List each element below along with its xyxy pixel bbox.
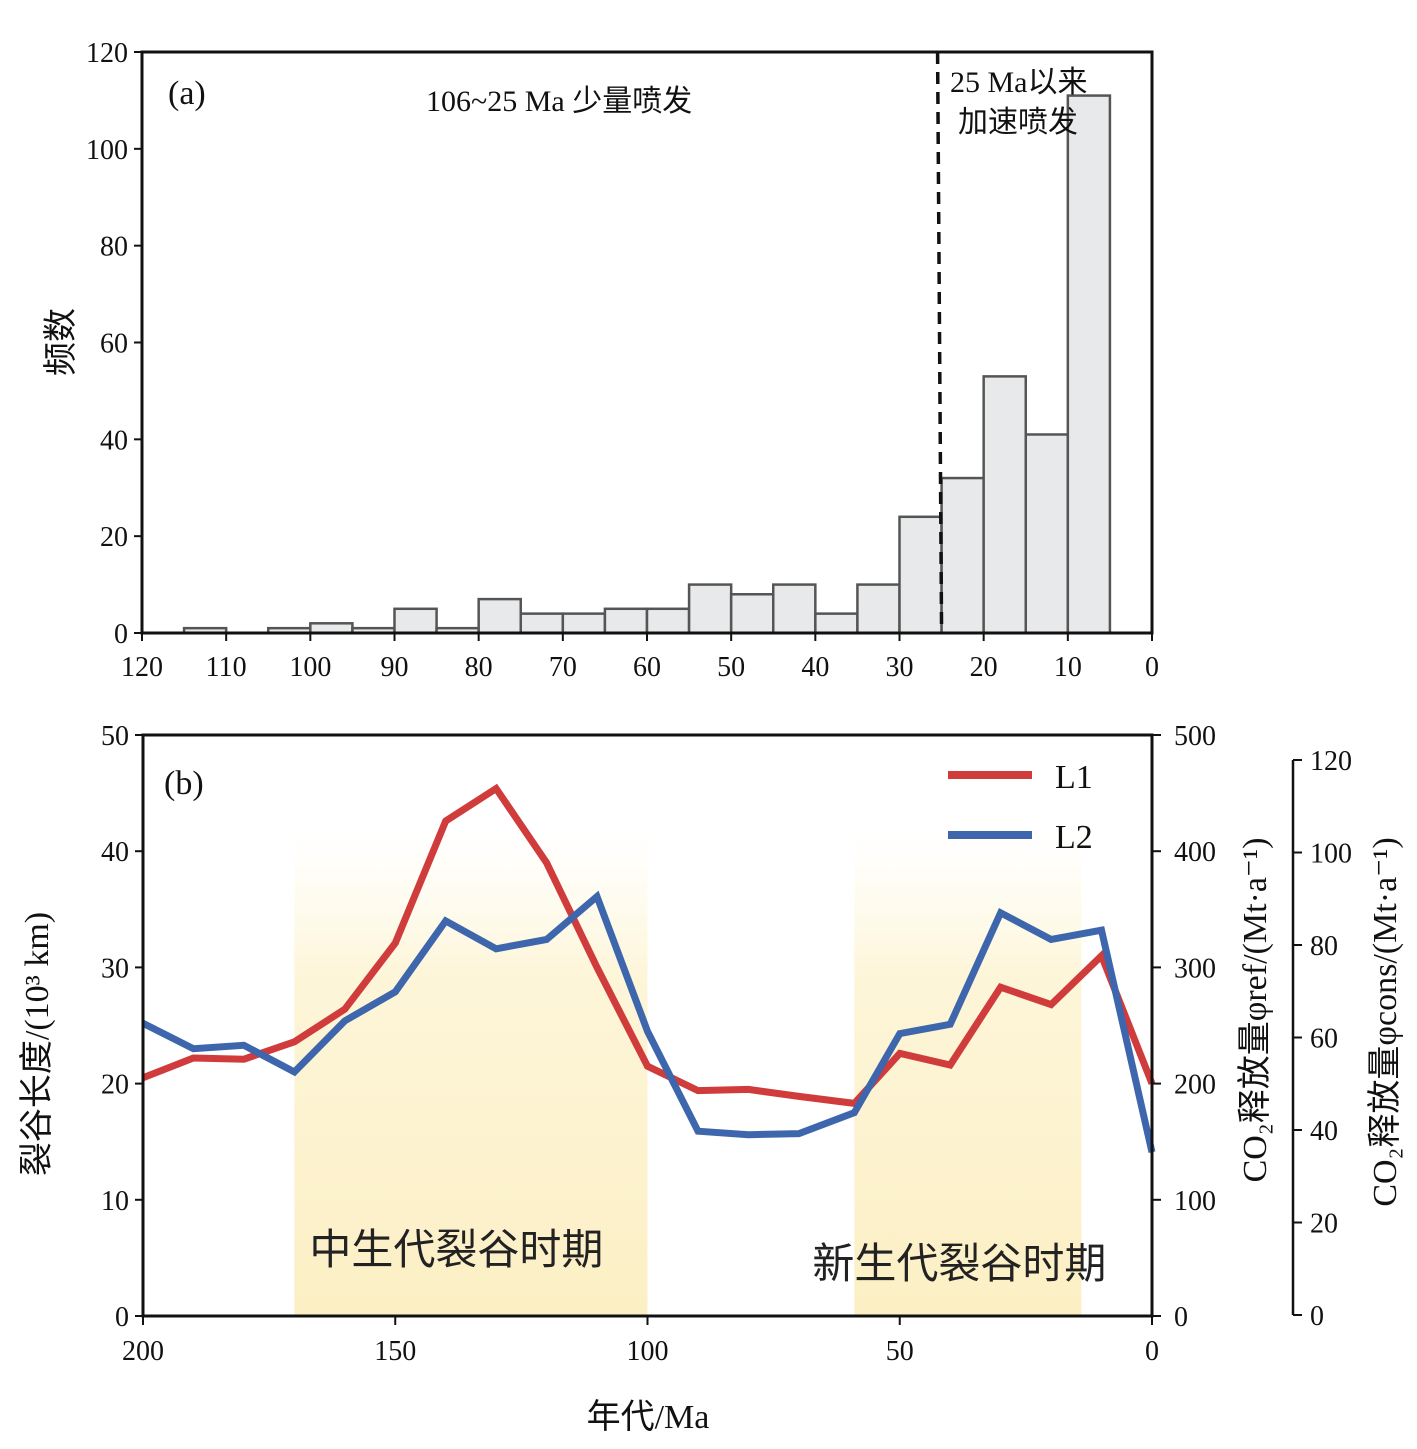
histogram-bar <box>856 583 901 635</box>
legend-label: L1 <box>1055 759 1093 796</box>
x-tick-label: 200 <box>122 1336 164 1367</box>
period-label: 新生代裂谷时期 <box>812 1242 1106 1288</box>
rift-period-shading: 中生代裂谷时期 新生代裂谷时期 <box>294 830 1106 1316</box>
line-left-y-axis-label: 裂谷长度/(10³ km) <box>18 912 56 1176</box>
x-tick-label: 120 <box>121 652 163 683</box>
period-shade <box>294 830 648 1316</box>
histogram-panel: 120 110 100 90 80 70 60 50 40 30 20 10 0 02040608010… <box>42 38 1159 683</box>
right2-tick-label: 20 <box>1310 1209 1338 1240</box>
series-line-L2 <box>141 890 1156 1153</box>
x-tick-label: 110 <box>206 652 247 683</box>
line-right-y-axis-label-phi-ref: CO₂释放量φref/(Mt·a⁻¹) <box>1236 838 1274 1183</box>
histogram-bar <box>898 515 943 635</box>
y-tick-label: 20 <box>101 1070 129 1101</box>
histogram-bar <box>772 583 817 635</box>
right1-tick-label: 300 <box>1174 953 1216 984</box>
histogram-bar <box>729 593 775 635</box>
x-tick-label: 20 <box>970 652 998 683</box>
y-tick-label: 10 <box>101 1186 129 1217</box>
histogram-bars <box>182 94 1112 635</box>
y-tick-label: 20 <box>100 522 128 553</box>
line-right-axis-phi-ref-ticks: 0 100 200 300 400 500 <box>1152 721 1216 1333</box>
right2-tick-label: 0 <box>1310 1301 1324 1332</box>
y-tick-label: 0 <box>114 619 128 650</box>
histogram-bar <box>603 607 649 635</box>
divider-25ma-dashed-line <box>935 51 944 634</box>
y-tick-label: 40 <box>101 837 129 868</box>
x-tick-label: 80 <box>465 652 493 683</box>
x-tick-label: 30 <box>886 652 914 683</box>
y-tick-label: 60 <box>100 329 128 360</box>
line-right-y-axis-label-phi-cons: CO₂释放量φcons/(Mt·a⁻¹) <box>1366 837 1404 1206</box>
histogram-y-axis-ticks: 0 20 40 60 80 100 120 <box>86 38 142 650</box>
x-tick-label: 150 <box>374 1336 416 1367</box>
right1-tick-label: 0 <box>1174 1302 1188 1333</box>
line-x-axis-ticks: 200 150 100 50 0 <box>122 1316 1159 1367</box>
annotation-accelerated-line1: 25 Ma以来 <box>950 66 1088 99</box>
histogram-y-axis-label: 频数 <box>42 308 80 376</box>
line-right-axis-phi-cons-ticks: 0 20 40 60 80 100 120 <box>1291 746 1352 1332</box>
y-tick-label: 40 <box>100 425 128 456</box>
histogram-bar <box>1024 433 1070 635</box>
x-tick-label: 60 <box>633 652 661 683</box>
x-tick-label: 50 <box>717 652 745 683</box>
series-line-L1 <box>141 783 1156 1108</box>
histogram-bar <box>393 607 438 635</box>
panel-b-label: (b) <box>164 765 204 802</box>
annotation-sparse-eruption: 106~25 Ma 少量喷发 <box>426 85 692 118</box>
x-tick-label: 90 <box>381 652 409 683</box>
right2-tick-label: 120 <box>1310 746 1352 777</box>
line-legend: L1 L2 <box>948 759 1093 856</box>
y-tick-label: 30 <box>101 953 129 984</box>
rift-length-lines <box>141 783 1156 1153</box>
right1-tick-label: 400 <box>1174 837 1216 868</box>
x-tick-label: 0 <box>1145 1336 1159 1367</box>
histogram-bar <box>940 476 985 635</box>
right1-tick-label: 100 <box>1174 1186 1216 1217</box>
period-label: 中生代裂谷时期 <box>309 1228 603 1274</box>
x-tick-label: 100 <box>289 652 331 683</box>
annotation-accelerated-line2: 加速喷发 <box>958 106 1078 139</box>
right2-tick-label: 80 <box>1310 931 1338 962</box>
y-tick-label: 0 <box>115 1302 129 1333</box>
x-tick-label: 10 <box>1054 652 1082 683</box>
line-left-y-axis-ticks: 0 10 20 30 40 50 <box>101 721 143 1333</box>
panel-a-label: (a) <box>168 75 206 112</box>
x-tick-label: 70 <box>549 652 577 683</box>
right2-tick-label: 100 <box>1310 839 1352 870</box>
histogram-bar <box>814 612 859 635</box>
histogram-x-axis-ticks: 120 110 100 90 80 70 60 50 40 30 20 10 0 <box>121 633 1159 683</box>
y-tick-label: 100 <box>86 135 128 166</box>
histogram-bar <box>477 597 522 635</box>
right2-tick-label: 60 <box>1310 1024 1338 1055</box>
histogram-bar <box>519 612 565 635</box>
histogram-bar <box>645 607 691 635</box>
legend-label: L2 <box>1055 819 1093 856</box>
y-tick-label: 120 <box>86 38 128 69</box>
y-tick-label: 50 <box>101 721 129 752</box>
right2-tick-label: 40 <box>1310 1116 1338 1147</box>
x-tick-label: 50 <box>886 1336 914 1367</box>
histogram-bar <box>982 375 1028 635</box>
x-tick-label: 0 <box>1145 652 1159 683</box>
line-chart-panel: 中生代裂谷时期 新生代裂谷时期 200 150 100 50 0 01020304050 … <box>18 721 1404 1436</box>
histogram-bar <box>1066 94 1112 635</box>
line-x-axis-label: 年代/Ma <box>587 1398 710 1436</box>
y-tick-label: 80 <box>100 232 128 263</box>
histogram-bar <box>561 612 607 635</box>
right1-tick-label: 200 <box>1174 1070 1216 1101</box>
right1-tick-label: 500 <box>1174 721 1216 752</box>
histogram-bar <box>687 583 733 635</box>
x-tick-label: 100 <box>627 1336 669 1367</box>
period-shade <box>854 830 1082 1316</box>
x-tick-label: 40 <box>801 652 829 683</box>
